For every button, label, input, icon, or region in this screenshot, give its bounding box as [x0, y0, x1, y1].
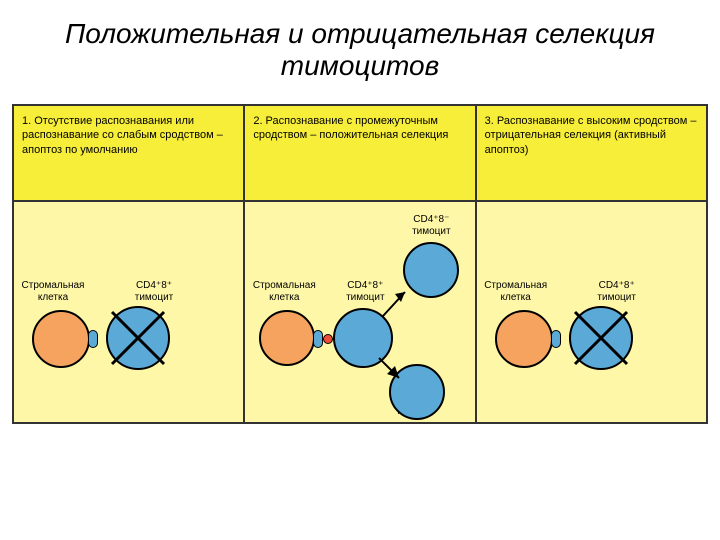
panel-1-body: Стромальнаяклетка CD4⁺8⁺тимоцит [14, 202, 243, 422]
offspring-top [403, 242, 459, 298]
stromal-label-1: Стромальнаяклетка [20, 280, 86, 303]
offspring-bottom [389, 364, 445, 420]
receptor-2 [313, 330, 323, 348]
thymocyte-label-2: CD4⁺8⁺тимоцит [337, 280, 393, 303]
panel-1-header: 1. Отсутствие распознавания или распозна… [14, 106, 243, 202]
thymocyte-2 [333, 308, 393, 368]
panel-3-body: Стромальнаяклетка CD4⁺8⁺тимоцит [477, 202, 706, 422]
binder-2 [323, 334, 333, 344]
panel-2-header: 2. Распознавание с промежуточным сродств… [245, 106, 474, 202]
diagram-container: 1. Отсутствие распознавания или распозна… [0, 94, 720, 434]
stromal-label-2: Стромальнаяклетка [251, 280, 317, 303]
panel-1: 1. Отсутствие распознавания или распозна… [14, 106, 245, 422]
stromal-label-3: Стромальнаяклетка [483, 280, 549, 303]
panel-2: 2. Распознавание с промежуточным сродств… [245, 106, 476, 422]
thymocyte-label-1: CD4⁺8⁺тимоцит [124, 280, 184, 303]
stromal-cell-2 [259, 310, 315, 366]
stromal-cell-3 [495, 310, 553, 368]
receptor-1 [88, 330, 98, 348]
offspring-top-label: CD4⁺8⁻тимоцит [403, 214, 459, 237]
stromal-cell-1 [32, 310, 90, 368]
panel-3-header: 3. Распознавание с высоким сродством – о… [477, 106, 706, 202]
thymocyte-label-3: CD4⁺8⁺тимоцит [587, 280, 647, 303]
page-title: Положительная и отрицательная селекция т… [0, 0, 720, 94]
thymocyte-3 [569, 306, 633, 370]
receptor-3 [551, 330, 561, 348]
diagram: 1. Отсутствие распознавания или распозна… [12, 104, 708, 424]
thymocyte-1 [106, 306, 170, 370]
panel-2-body: Стромальнаяклетка CD4⁺8⁺тимоцит CD4⁺8⁻ти… [245, 202, 474, 422]
panel-3: 3. Распознавание с высоким сродством – о… [477, 106, 706, 422]
